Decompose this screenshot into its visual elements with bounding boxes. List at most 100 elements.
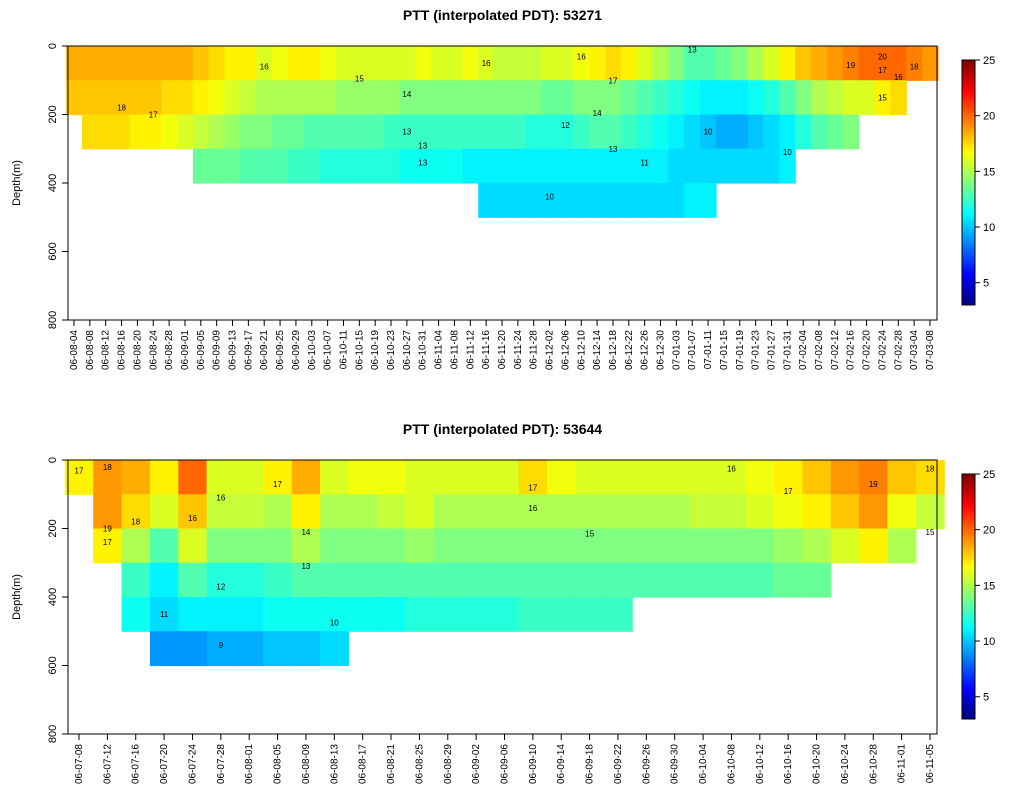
- colorbar-step: [962, 139, 975, 144]
- heat-cell: [603, 494, 633, 530]
- contour-label: 15: [926, 528, 935, 537]
- heat-cell: [518, 494, 548, 530]
- heat-cell: [575, 528, 605, 564]
- x-tick-label: 06-09-30: [670, 744, 681, 784]
- colorbar-tick-label: 10: [983, 222, 995, 234]
- heat-cell: [263, 631, 293, 667]
- x-tick-label: 06-08-05: [273, 744, 284, 784]
- colorbar-step: [962, 578, 975, 582]
- heat-cell: [367, 80, 384, 116]
- heat-cell: [291, 460, 321, 495]
- x-tick-label: 06-10-16: [783, 744, 794, 784]
- colorbar-step: [962, 185, 975, 190]
- heat-cell: [192, 46, 210, 81]
- heat-cell: [351, 80, 368, 116]
- heat-cell: [129, 114, 146, 150]
- contour-label: 18: [103, 463, 112, 472]
- heat-cell: [509, 80, 527, 116]
- x-tick-label: 06-09-10: [528, 744, 539, 784]
- heat-cell: [367, 148, 384, 184]
- colorbar-step: [962, 271, 975, 275]
- x-tick-label: 06-09-05: [196, 330, 207, 370]
- heat-cell: [208, 148, 226, 184]
- heat-cell: [575, 494, 605, 530]
- heat-cell: [240, 46, 257, 81]
- colorbar-step: [962, 283, 975, 288]
- heat-cell: [235, 494, 264, 530]
- heat-cell: [320, 528, 350, 564]
- heat-cell: [636, 46, 654, 81]
- heat-cell: [398, 148, 416, 184]
- colorbar-step: [962, 498, 975, 503]
- heat-cell: [256, 46, 273, 81]
- contour-label: 15: [355, 75, 364, 84]
- colorbar-step: [962, 596, 975, 601]
- heat-cell: [717, 528, 747, 564]
- colorbar-step: [962, 93, 975, 98]
- heat-cell: [811, 46, 828, 81]
- colorbar-step: [962, 639, 975, 643]
- colorbar-step: [962, 289, 975, 294]
- heat-cell: [320, 562, 350, 598]
- colorbar-step: [962, 72, 975, 76]
- heat-cell: [462, 46, 479, 81]
- x-tick-label: 06-12-06: [560, 330, 571, 370]
- heat-cell: [149, 528, 179, 564]
- heat-cell: [367, 46, 384, 81]
- heat-cell: [605, 114, 622, 150]
- heat-cell: [636, 183, 654, 218]
- heat-cell: [525, 114, 543, 150]
- heat-cell: [490, 528, 520, 564]
- heat-cell: [859, 528, 889, 564]
- heat-cell: [747, 80, 765, 116]
- heat-cell: [291, 631, 321, 667]
- x-tick-label: 06-09-09: [212, 330, 223, 370]
- x-tick-label: 06-12-30: [656, 330, 667, 370]
- heat-cell: [235, 528, 264, 564]
- contour-label: 16: [894, 73, 903, 82]
- heat-cell: [414, 46, 432, 81]
- colorbar-step: [962, 627, 975, 631]
- heat-cell: [557, 114, 574, 150]
- heat-cell: [320, 460, 350, 495]
- heat-cell: [547, 597, 577, 632]
- x-tick-label: 06-09-06: [500, 744, 511, 784]
- heat-cell: [383, 148, 400, 184]
- heat-cell: [887, 528, 917, 564]
- x-tick-label: 06-08-01: [244, 744, 255, 784]
- colorbar-step: [962, 587, 975, 591]
- heat-cell: [161, 46, 178, 81]
- heat-cell: [303, 148, 321, 184]
- heat-cell: [660, 494, 690, 530]
- contour-label: 16: [727, 465, 736, 474]
- heat-cell: [121, 597, 151, 632]
- x-tick-label: 06-11-01: [897, 744, 908, 784]
- contour-label: 17: [784, 487, 793, 496]
- heat-cell: [414, 114, 432, 150]
- heat-cell: [747, 148, 765, 184]
- heat-cell: [589, 46, 606, 81]
- contour-label: 10: [330, 619, 339, 628]
- heat-cell: [763, 80, 781, 116]
- x-tick-label: 06-08-04: [69, 330, 80, 370]
- heat-cell: [716, 148, 733, 184]
- colorbar-step: [962, 118, 975, 122]
- y-axis-label: Depth(m): [11, 160, 23, 206]
- x-tick-label: 07-01-11: [703, 330, 714, 370]
- heat-cell: [177, 46, 194, 81]
- x-tick-label: 06-08-28: [164, 330, 175, 370]
- colorbar-step: [962, 84, 975, 89]
- x-tick-label: 06-09-02: [471, 744, 482, 784]
- heat-cell: [263, 528, 293, 564]
- heat-cell: [149, 631, 179, 667]
- heat-cell: [518, 562, 548, 598]
- heat-cell: [433, 494, 463, 530]
- heat-cell: [240, 148, 257, 184]
- heat-cell: [145, 46, 162, 81]
- contour-label: 17: [878, 66, 887, 75]
- heat-cell: [652, 183, 670, 218]
- heat-cell: [97, 80, 115, 116]
- colorbar-step: [962, 130, 975, 134]
- heat-cell: [589, 183, 606, 218]
- heat-cell: [351, 46, 368, 81]
